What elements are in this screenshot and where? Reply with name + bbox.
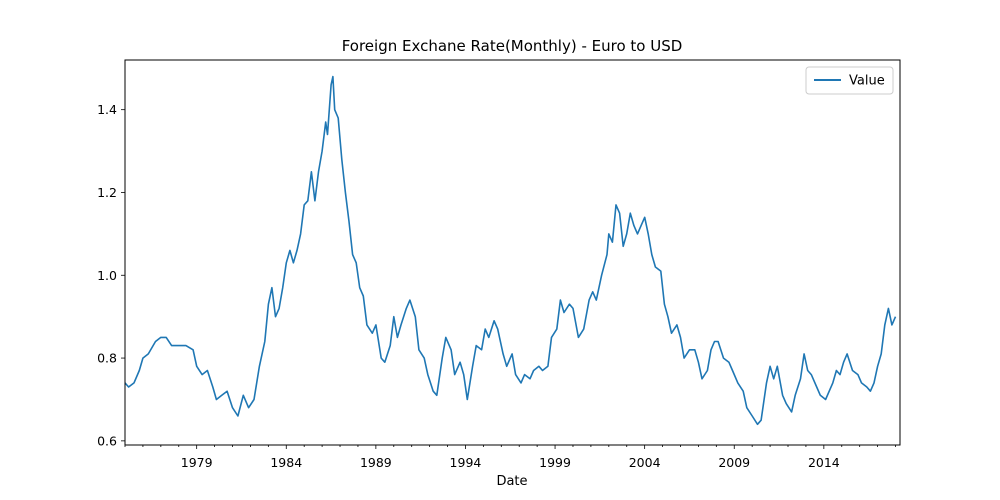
y-tick-label: 1.0 [97,268,117,283]
x-tick-label: 1999 [539,455,571,470]
x-tick-label: 1984 [270,455,302,470]
legend: Value [805,66,894,95]
x-tick-label: 2009 [718,455,750,470]
plot-area [124,59,901,446]
x-tick-label: 1979 [181,455,213,470]
x-axis-label: Date [496,474,527,489]
x-tick-label: 1989 [360,455,392,470]
y-tick-label: 0.6 [97,433,117,448]
series-line-0 [124,75,897,426]
x-tick-label: 1994 [450,455,482,470]
series-layer [124,75,897,426]
legend-label: Value [849,74,885,89]
legend-box [805,66,894,95]
x-axis: 1979 1984 1989 1994 1999 2004 2009 2014 [124,445,896,470]
y-tick-label: 1.4 [97,102,117,117]
chart-title: Foreign Exchane Rate(Monthly) - Euro to … [342,37,683,55]
y-axis: 0.6 0.8 1.0 1.2 1.4 [97,102,125,448]
y-tick-label: 0.8 [97,351,117,366]
plot-frame [124,59,901,446]
x-tick-label: 2014 [808,455,840,470]
x-tick-label: 2004 [629,455,661,470]
y-tick-label: 1.2 [97,185,117,200]
